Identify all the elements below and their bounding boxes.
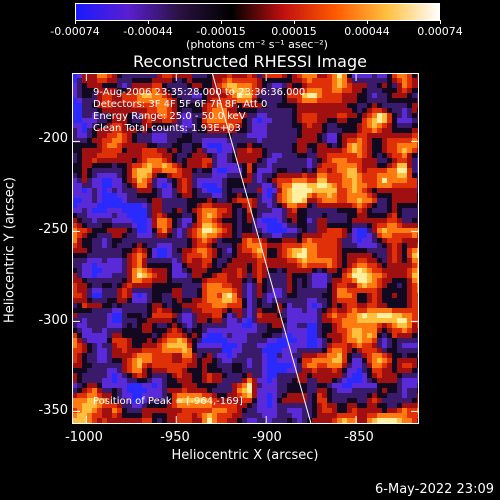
colorbar-tick-label: -0.00044: [123, 25, 173, 38]
heatmap: [72, 73, 419, 424]
colorbar-tick-label: -0.00074: [50, 25, 100, 38]
xtick-label: -950: [160, 430, 190, 445]
info-clean: Clean Total counts: 1.93E+03: [93, 123, 241, 134]
colorbar-units: (photons cm⁻² s⁻¹ asec⁻²): [186, 38, 328, 51]
xtick-label: -850: [344, 430, 374, 445]
plot-title: Reconstructed RHESSI Image: [133, 52, 367, 71]
colorbar-tick: [220, 20, 222, 24]
x-axis-label: Heliocentric X (arcsec): [171, 448, 319, 463]
colorbar-tick: [147, 20, 149, 24]
info-time-range: 9-Aug-2006 23:35:28.000 to 23:36:36.000: [93, 87, 306, 98]
colorbar: [75, 3, 440, 21]
colorbar-tick-label: 0.00074: [417, 25, 463, 38]
ytick-label: -350: [38, 403, 68, 418]
colorbar-tick-label: -0.00015: [196, 25, 246, 38]
plot-frame: [72, 73, 419, 424]
ytick-label: -200: [38, 131, 68, 146]
xtick-label: -1000: [65, 430, 103, 445]
xtick-label: -900: [252, 430, 282, 445]
colorbar-tick-label: 0.00044: [344, 25, 390, 38]
info-peak-position: Position of Peak = [-964,-169]: [93, 396, 243, 407]
ytick-label: -300: [38, 313, 68, 328]
colorbar-tick: [74, 20, 76, 24]
ytick-label: -250: [38, 222, 68, 237]
y-axis-label: Heliocentric Y (arcsec): [2, 177, 18, 323]
colorbar-tick: [439, 20, 441, 24]
colorbar-tick-label: 0.00015: [271, 25, 317, 38]
info-energy: Energy Range: 25.0 - 50.0 keV: [93, 111, 246, 122]
image-plot: [72, 73, 419, 424]
info-detectors: Detectors: 3F 4F 5F 6F 7F 8F, Att 0: [93, 99, 268, 110]
colorbar-tick: [366, 20, 368, 24]
colorbar-tick: [293, 20, 295, 24]
solar-limb-line: [211, 73, 312, 424]
footer-date: 6-May-2022 23:09: [375, 482, 494, 497]
